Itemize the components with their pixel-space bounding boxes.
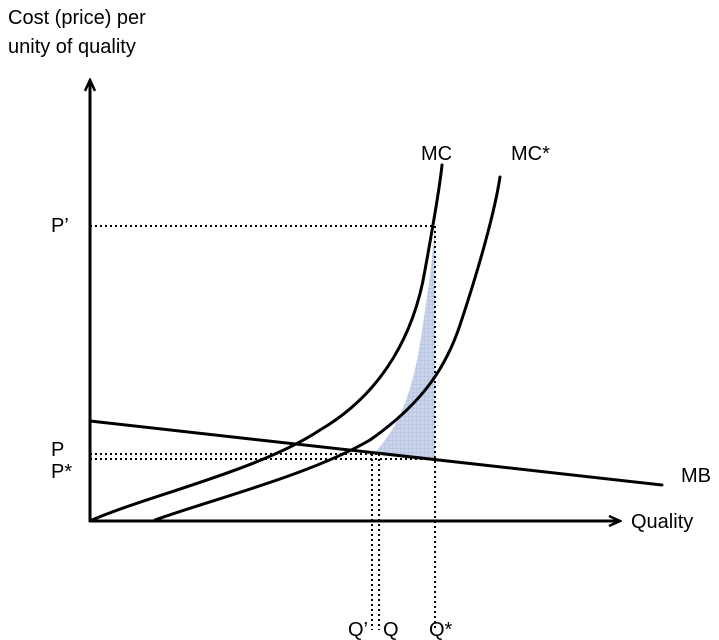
mb-label: MB [681,465,711,487]
shaded-area [374,225,435,459]
y-axis-title-line2: unity of quality [8,36,136,58]
q-prime-label: Q’ [348,619,368,640]
q-star-label: Q* [429,619,453,640]
y-axis-title-line1: Cost (price) per [8,7,146,29]
mc-label: MC [421,143,452,165]
mc-curve [90,163,444,522]
p-label: P [51,439,64,461]
p-prime-label: P’ [51,215,69,237]
x-axis-title: Quality [631,511,693,533]
mb-curve [88,419,664,487]
q-label: Q [383,619,399,640]
p-star-label: P* [51,461,72,483]
mc-star-label: MC* [511,143,550,165]
mc-star-curve [153,175,502,522]
